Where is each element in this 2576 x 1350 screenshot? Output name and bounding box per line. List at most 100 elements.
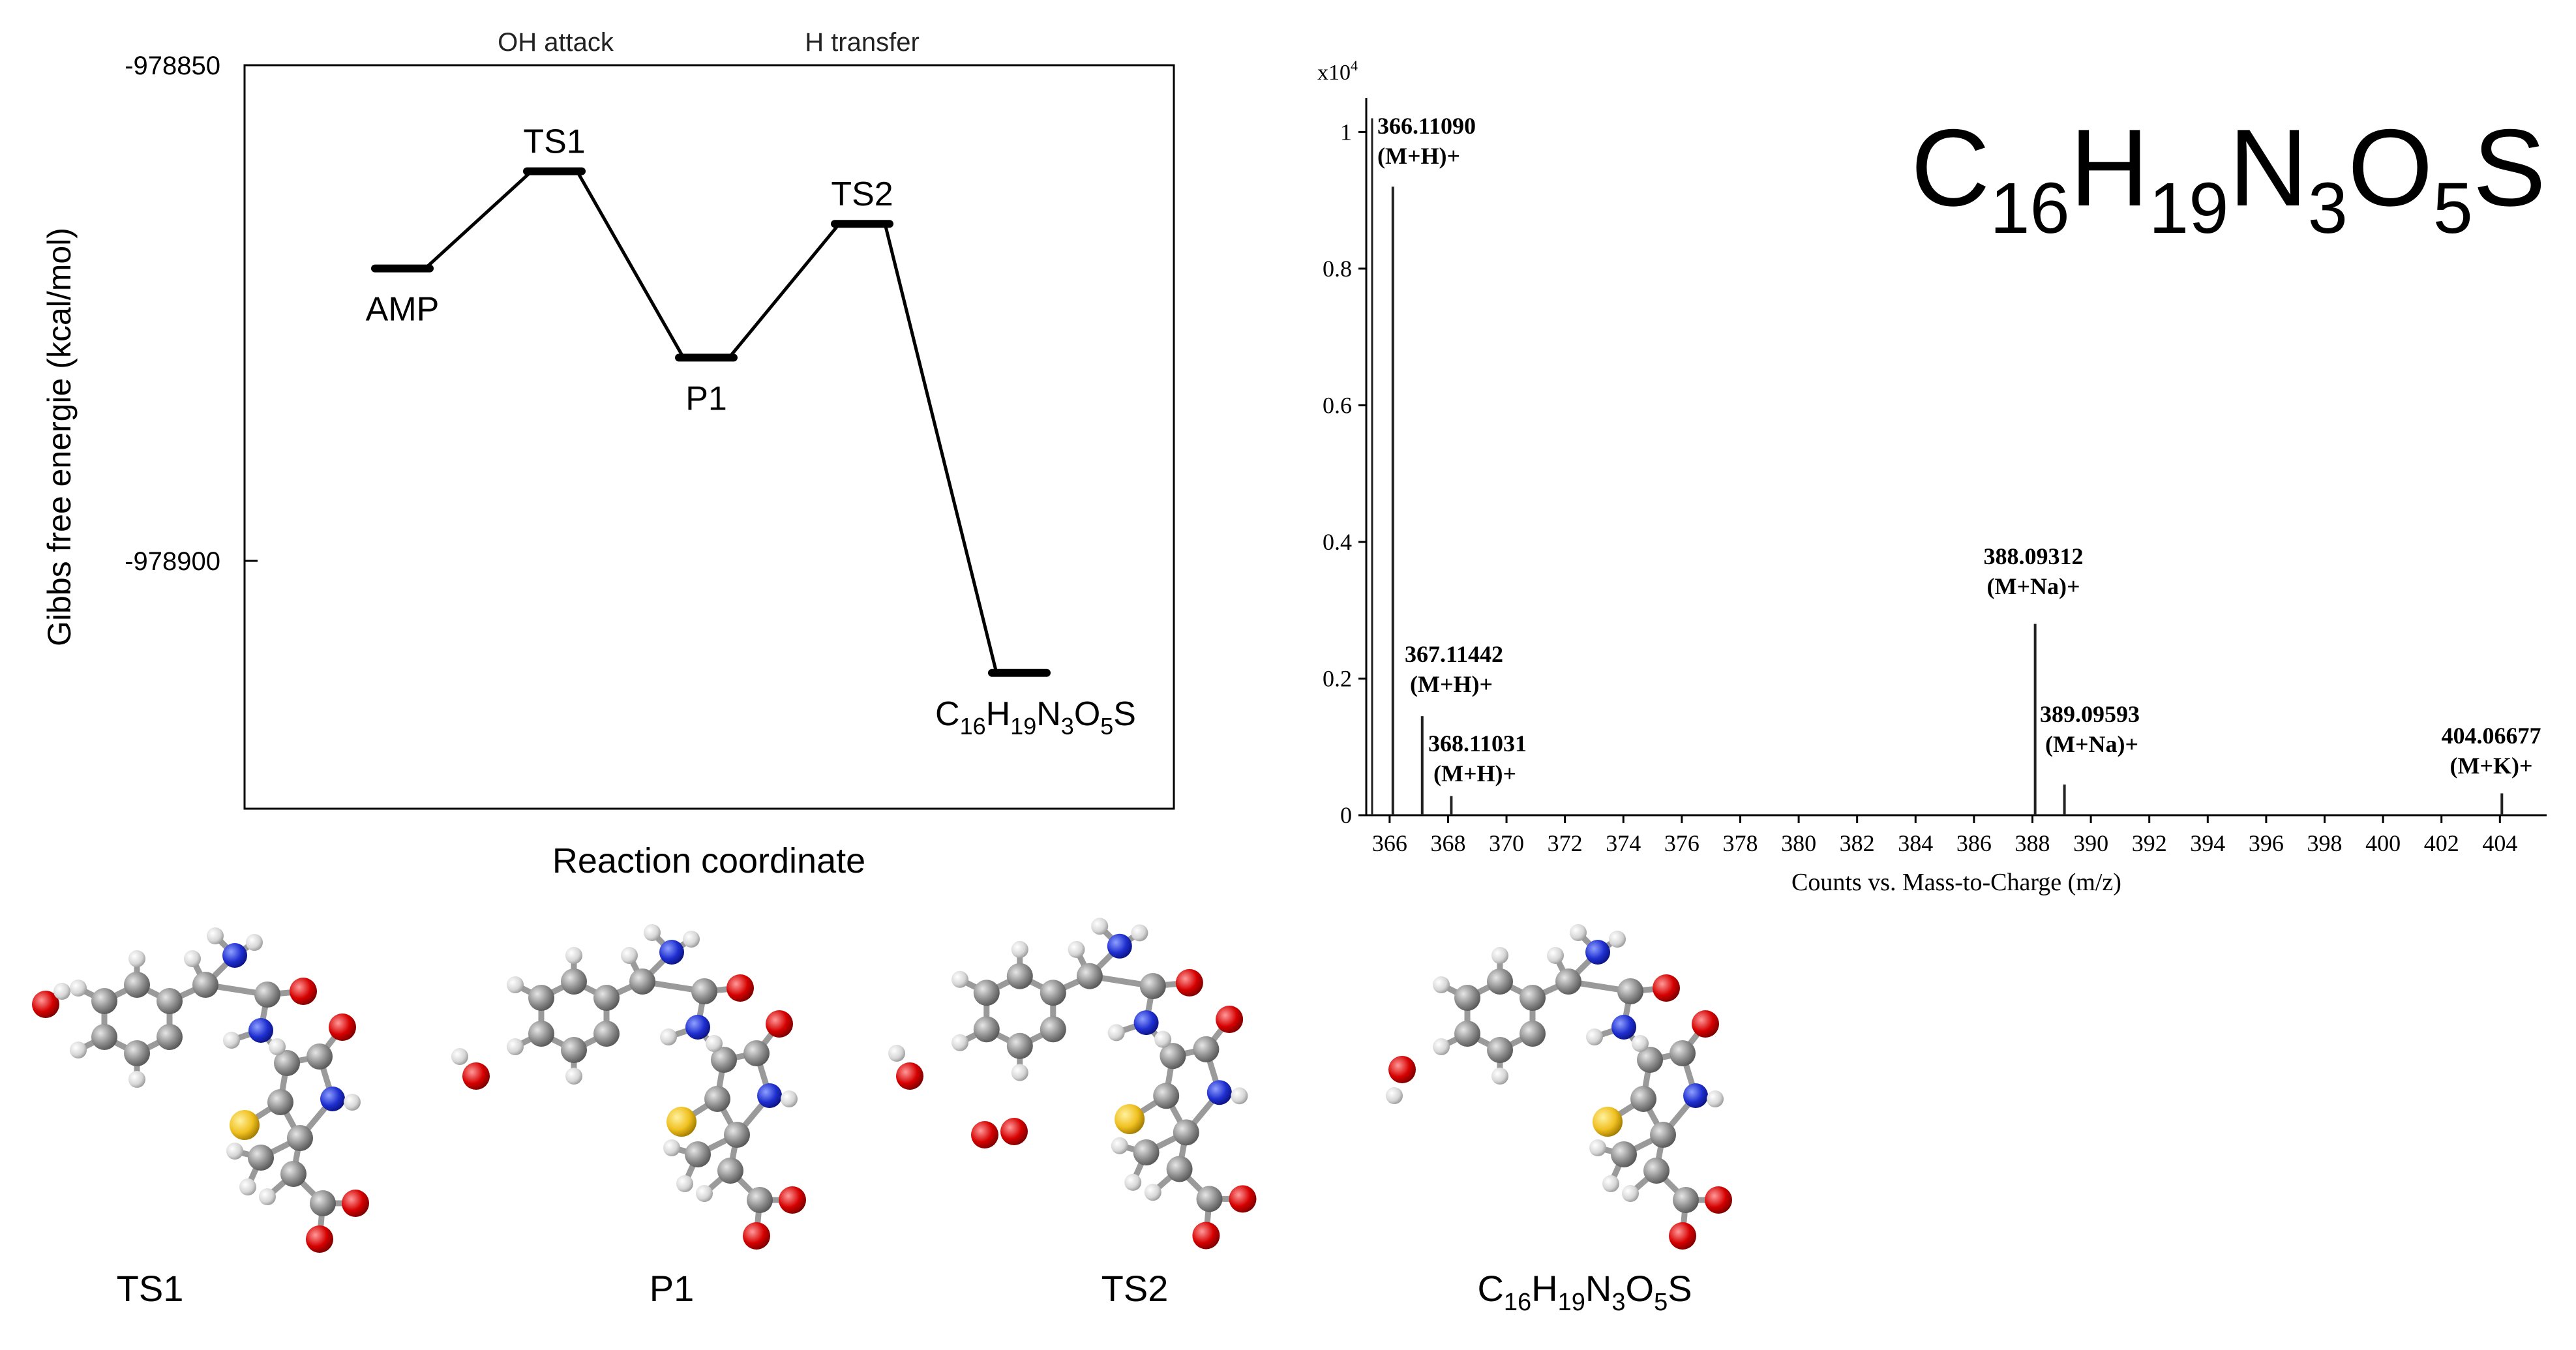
ms-peak-mass-label: 404.06677 [2442, 723, 2541, 749]
ms-x-ticks: 366 368 370 372 374 376 378 380 382 384 386 388 390 3… [1372, 815, 2517, 856]
energy-state-label-part: C [935, 695, 960, 733]
carbon-atom [717, 1158, 743, 1184]
molecule-caption-part: S [1668, 1268, 1692, 1309]
energy-step-annotation: OH attack [498, 28, 614, 57]
hydrogen-atom [1622, 1185, 1639, 1202]
ms-x-tick-label: 384 [1898, 830, 1933, 856]
molecule-caption: P1 [650, 1268, 695, 1309]
sulfur-atom [666, 1107, 696, 1137]
nitrogen-atom [757, 1083, 782, 1108]
oxygen-atom [1175, 968, 1203, 997]
ms-peak-ion-label: (M+H)+ [1410, 671, 1493, 697]
formula-banner-part: H [2070, 106, 2149, 229]
oxygen-atom [1388, 1056, 1416, 1083]
hydrogen-atom [663, 1139, 680, 1156]
nitrogen-atom [1683, 1083, 1708, 1108]
carbon-atom [157, 988, 183, 1014]
carbon-atom [704, 1086, 730, 1112]
energy-state-label: TS2 [831, 175, 893, 213]
carbon-atom [629, 968, 655, 995]
carbon-atom [1173, 1119, 1199, 1146]
hydrogen-atom [644, 924, 661, 941]
mass-spectrum-chart: x104 0 0.2 0.4 0.6 0.8 1 366 368 370 372 374 376 37… [1317, 57, 2547, 896]
energy-state-label-part: O [1074, 695, 1100, 733]
sulfur-atom [1115, 1104, 1145, 1134]
oxygen-atom [1216, 1006, 1244, 1033]
molecule-ts1 [32, 927, 369, 1253]
carbon-atom [254, 982, 280, 1008]
carbon-atom [1076, 963, 1103, 989]
molecule-caption-part: H [1531, 1268, 1557, 1309]
molecule-caption-part: 3 [1611, 1289, 1625, 1316]
energy-state-label: P1 [685, 380, 727, 417]
ms-x-tick-label: 392 [2132, 830, 2167, 856]
ms-peak-ion-label: (M+H)+ [1433, 760, 1516, 787]
oxygen-atom [726, 974, 754, 1002]
hydrogen-atom [207, 927, 224, 944]
energy-state-labels: AMP TS1 P1 TS2 C16H19N3O5S [366, 123, 1136, 740]
hydrogen-atom [1231, 1087, 1248, 1105]
molecule-caption-part: 16 [1504, 1289, 1531, 1316]
ms-peak-ion-label: (M+H)+ [1377, 143, 1460, 169]
nitrogen-atom [1206, 1080, 1232, 1105]
energy-y-tick-label: -978900 [125, 547, 220, 576]
ms-y-tick-label: 0.4 [1323, 529, 1352, 555]
ms-x-tick-label: 388 [2014, 830, 2050, 856]
ms-x-tick-label: 402 [2424, 830, 2459, 856]
nitrogen-atom [320, 1087, 345, 1111]
carbon-atom [1670, 1040, 1696, 1066]
ms-x-tick-label: 366 [1372, 830, 1407, 856]
ms-peak-mass-label: 366.11090 [1377, 113, 1476, 139]
carbon-atom [1160, 1043, 1186, 1070]
ms-x-tick-label: 374 [1606, 830, 1641, 856]
oxygen-atom [32, 991, 59, 1018]
oxygen-atom [1229, 1185, 1257, 1213]
hydrogen-atom [565, 947, 582, 964]
hydrogen-atom [239, 1178, 256, 1195]
carbon-atom [1520, 1021, 1546, 1047]
energy-state-label: TS1 [523, 123, 585, 161]
molecule-product [1386, 924, 1732, 1250]
energy-connector [883, 223, 998, 674]
ms-peak-ion-label: (M+Na)+ [2045, 731, 2138, 757]
molecule-captions: TS1 P1 TS2 C16H19N3O5S [117, 1268, 1692, 1316]
carbon-atom [1139, 973, 1166, 999]
ms-peak-mass-label: 368.11031 [1428, 730, 1527, 757]
carbon-atom [310, 1190, 336, 1216]
formula-banner-part: S [2473, 106, 2546, 229]
ms-y-multiplier: x104 [1317, 57, 1358, 85]
carbon-atom [1487, 968, 1513, 995]
formula-banner-part: 5 [2433, 168, 2473, 248]
carbon-atom [307, 1043, 333, 1070]
hydrogen-atom [1386, 1087, 1403, 1104]
ms-x-tick-label: 370 [1489, 830, 1524, 856]
oxygen-atom [743, 1222, 770, 1250]
ms-y-tick-label: 0 [1340, 802, 1352, 828]
ms-peak-ion-label: (M+Na)+ [1987, 573, 2080, 599]
carbon-atom [192, 972, 218, 998]
carbon-atom [747, 1187, 773, 1213]
oxygen-atom [779, 1186, 806, 1214]
ms-y-ticks: 0 0.2 0.4 0.6 0.8 1 [1323, 119, 1366, 828]
oxygen-atom [766, 1010, 793, 1038]
energy-state-label-part: 3 [1061, 713, 1074, 740]
hydrogen-atom [1154, 1030, 1172, 1048]
molecule-p1 [451, 924, 806, 1250]
hydrogen-atom [888, 1045, 905, 1062]
ms-x-tick-label: 396 [2249, 830, 2284, 856]
ms-x-tick-label: 404 [2482, 830, 2517, 856]
carbon-atom [280, 1161, 307, 1187]
hydrogen-atom [1547, 947, 1564, 964]
carbon-atom [1040, 980, 1066, 1006]
sulfur-atom [1593, 1107, 1623, 1137]
hydrogen-atom [1011, 940, 1028, 958]
hydrogen-atom [1068, 940, 1085, 958]
sulfur-atom [230, 1110, 260, 1140]
hydrogen-atom [70, 980, 87, 997]
ms-peaks [1371, 118, 2504, 815]
energy-state-label-part: 16 [960, 713, 986, 740]
molecule-caption-part: N [1585, 1268, 1611, 1309]
hydrogen-atom [53, 983, 70, 1000]
ms-peak-mass-label: 367.11442 [1405, 641, 1503, 667]
